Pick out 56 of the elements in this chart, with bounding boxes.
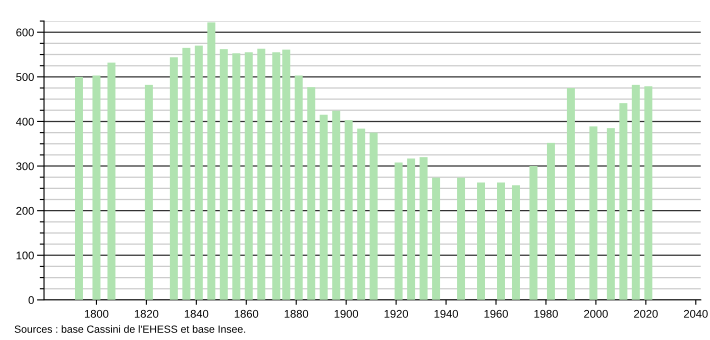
bar xyxy=(407,158,416,300)
bar xyxy=(144,84,153,300)
y-tick-label: 100 xyxy=(16,252,34,260)
bar xyxy=(529,166,538,300)
bar xyxy=(294,76,303,300)
bar xyxy=(497,182,505,300)
y-tick-label: 400 xyxy=(16,118,34,126)
bar xyxy=(194,46,203,300)
bar xyxy=(357,128,366,300)
bar xyxy=(92,76,100,300)
bar xyxy=(107,62,116,300)
y-tick-label: 0 xyxy=(28,296,34,304)
bar xyxy=(207,22,216,300)
bar xyxy=(344,120,353,300)
x-tick-label: 2040 xyxy=(684,310,708,318)
bar xyxy=(512,185,520,300)
bar xyxy=(74,76,83,300)
bar xyxy=(457,178,466,300)
bar xyxy=(370,132,378,300)
bar xyxy=(332,110,340,300)
x-tick-label: 1940 xyxy=(434,310,458,318)
bar xyxy=(232,53,240,300)
bar xyxy=(244,52,253,300)
y-tick-label: 200 xyxy=(16,206,34,215)
bar xyxy=(420,157,428,300)
bar xyxy=(307,87,316,300)
bar xyxy=(257,48,266,300)
x-tick-label: 1800 xyxy=(84,310,108,318)
x-tick-label: 1960 xyxy=(484,310,508,318)
x-tick-label: 1900 xyxy=(334,310,358,318)
bar xyxy=(220,49,228,300)
bar xyxy=(644,86,652,300)
bar xyxy=(182,48,190,300)
bar xyxy=(477,182,486,300)
y-tick-label: 500 xyxy=(16,73,34,81)
bar xyxy=(632,84,640,300)
x-tick-label: 1860 xyxy=(234,310,258,318)
bar xyxy=(566,88,575,300)
source-note: Sources : base Cassini de l'EHESS et base Insee. xyxy=(14,325,246,333)
bar xyxy=(589,126,598,300)
bar xyxy=(619,103,628,300)
x-tick-label: 2020 xyxy=(634,310,658,318)
x-tick-label: 1880 xyxy=(284,310,308,318)
bar xyxy=(606,128,615,300)
bar xyxy=(394,162,403,300)
y-tick-label: 600 xyxy=(16,28,34,36)
bar xyxy=(546,142,555,300)
x-tick-label: 1980 xyxy=(534,310,558,318)
bar xyxy=(320,114,328,300)
x-tick-label: 2000 xyxy=(584,310,608,318)
bar xyxy=(432,178,440,300)
x-tick-label: 1920 xyxy=(384,310,408,318)
y-tick-label: 300 xyxy=(16,162,34,170)
x-tick-label: 1840 xyxy=(184,310,208,318)
bar xyxy=(170,57,178,300)
x-tick-label: 1820 xyxy=(134,310,158,318)
